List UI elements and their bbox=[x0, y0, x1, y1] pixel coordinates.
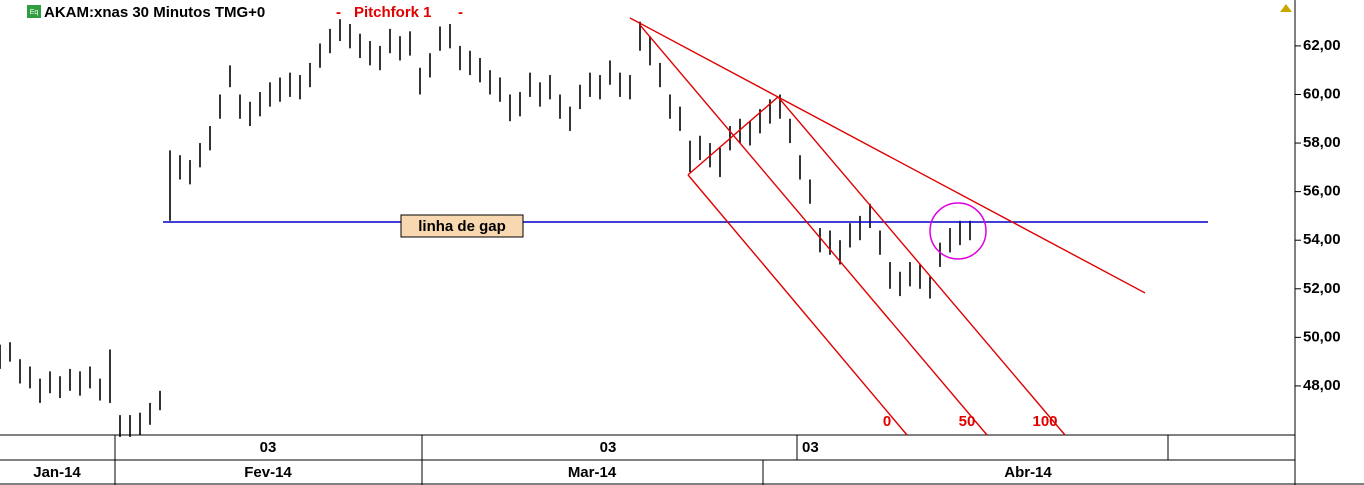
pitchfork-line bbox=[687, 174, 908, 436]
pitchfork-level: 50 bbox=[959, 413, 976, 430]
day-label: 03 bbox=[802, 439, 819, 456]
corner-icon bbox=[1280, 4, 1292, 12]
day-label: 03 bbox=[260, 439, 277, 456]
y-tick-label: 58,00 bbox=[1303, 134, 1341, 151]
month-label: Abr-14 bbox=[1004, 464, 1052, 481]
day-label: 03 bbox=[600, 439, 617, 456]
month-label: Mar-14 bbox=[568, 464, 617, 481]
pitchfork-line bbox=[639, 24, 988, 436]
gap-label: linha de gap bbox=[418, 218, 506, 235]
pitchfork-line bbox=[777, 96, 1066, 436]
pitchfork-level: 0 bbox=[883, 413, 891, 430]
month-label: Jan-14 bbox=[33, 464, 81, 481]
icon-label: Eq bbox=[30, 9, 39, 16]
study-separator: - bbox=[458, 4, 463, 21]
month-label: Fev-14 bbox=[244, 464, 292, 481]
y-tick-label: 62,00 bbox=[1303, 37, 1341, 54]
title-separator: - bbox=[336, 4, 341, 21]
y-tick-label: 48,00 bbox=[1303, 377, 1341, 394]
y-tick-label: 54,00 bbox=[1303, 231, 1341, 248]
chart-title: AKAM:xnas 30 Minutos TMG+0 bbox=[44, 4, 265, 21]
pitchfork-line bbox=[629, 17, 1146, 294]
y-tick-label: 60,00 bbox=[1303, 85, 1341, 102]
study-name: Pitchfork 1 bbox=[354, 4, 432, 21]
y-tick-label: 50,00 bbox=[1303, 328, 1341, 345]
gap-label-box bbox=[400, 214, 524, 238]
y-tick-label: 56,00 bbox=[1303, 183, 1341, 200]
icon bbox=[27, 5, 41, 18]
y-tick-label: 52,00 bbox=[1303, 280, 1341, 297]
highlight bbox=[929, 202, 987, 260]
pitchfork-level: 100 bbox=[1032, 413, 1057, 430]
